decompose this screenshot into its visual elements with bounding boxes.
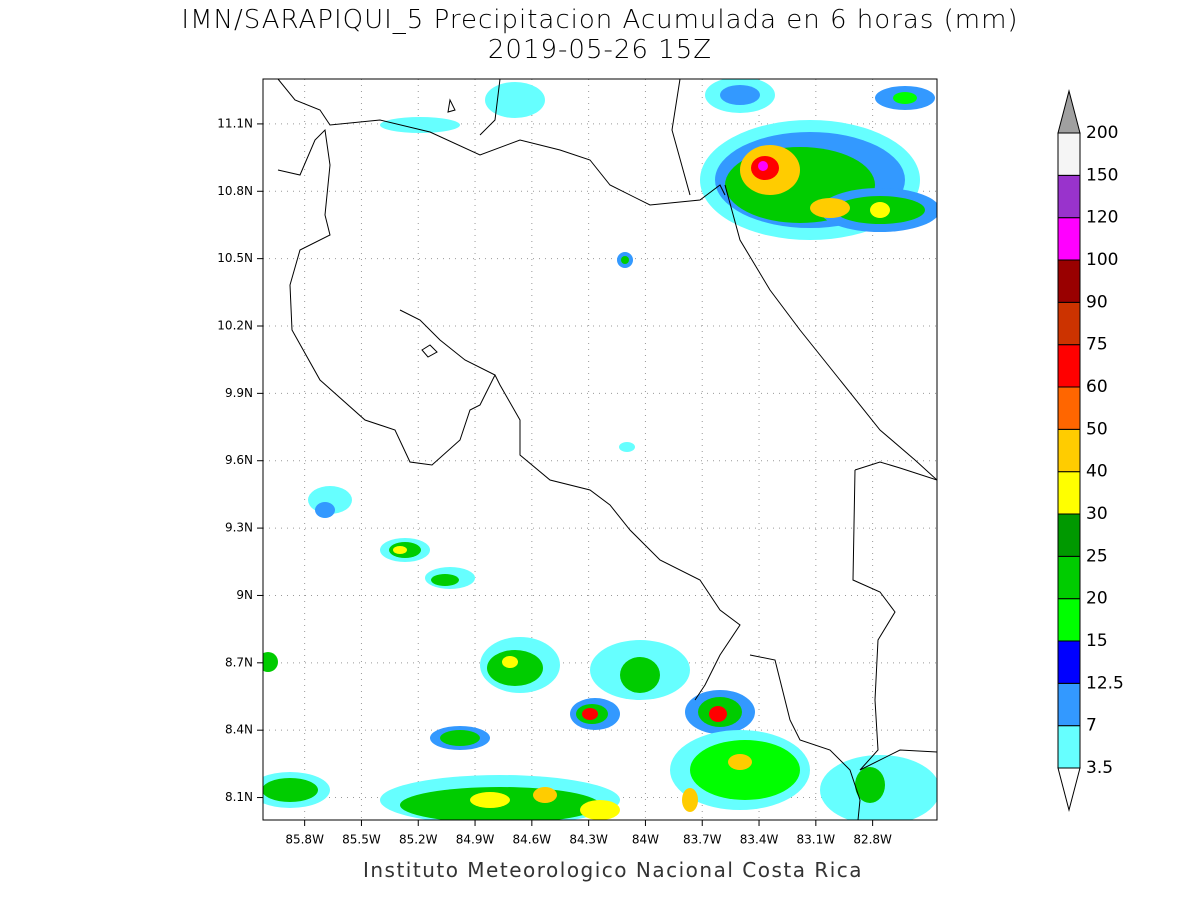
y-tick-label: 8.7N — [225, 655, 253, 669]
y-tick-label: 9.6N — [225, 453, 253, 467]
colorbar-box — [1057, 471, 1081, 515]
colorbar-box — [1057, 259, 1081, 303]
y-tick-label: 9.3N — [225, 521, 253, 535]
colorbar-label: 75 — [1086, 335, 1108, 355]
y-tick-label: 11.1N — [217, 116, 253, 130]
x-tick-label: 85.8W — [285, 833, 324, 847]
colorbar-box — [1057, 640, 1081, 684]
colorbar-box — [1057, 513, 1081, 557]
coastlines — [277, 79, 937, 820]
colorbar-label: 40 — [1086, 462, 1108, 482]
colorbar-label: 7 — [1086, 716, 1097, 736]
y-tick-label: 8.4N — [225, 723, 253, 737]
y-tick-label: 10.2N — [217, 319, 253, 333]
x-tick-label: 84.9W — [456, 833, 495, 847]
colorbar-box — [1057, 132, 1081, 176]
plot-frame — [262, 78, 938, 821]
colorbar-box — [1057, 725, 1081, 769]
colorbar-box — [1057, 555, 1081, 600]
x-tick-label: 84.3W — [569, 833, 608, 847]
axis-ticks: 85.8W 85.5W 85.2W 84.9W 84.6W 84.3W 84W 83.7W 83… — [217, 116, 892, 846]
colorbar-under — [1057, 767, 1081, 812]
colorbar-box — [1057, 428, 1081, 473]
colorbar-label: 50 — [1086, 419, 1108, 439]
colorbar-label: 200 — [1086, 123, 1118, 143]
colorbar-label: 60 — [1086, 377, 1108, 397]
colorbar-label: 3.5 — [1086, 758, 1113, 778]
x-tick-label: 85.2W — [399, 833, 438, 847]
colorbar-label: 120 — [1086, 208, 1118, 228]
subtitle: 2019-05-26 15Z — [488, 35, 712, 65]
colorbar-label: 20 — [1086, 589, 1108, 609]
y-tick-label: 10.8N — [217, 184, 253, 198]
x-tick-label: 85.5W — [342, 833, 381, 847]
precip-field — [263, 79, 937, 820]
colorbar-label: 12.5 — [1086, 673, 1124, 693]
title: IMN/SARAPIQUI_5 Precipitacion Acumulada … — [181, 5, 1018, 35]
x-tick-label: 83.4W — [740, 833, 779, 847]
colorbar: 3.5 7 12.5 15 20 25 30 40 50 60 75 90 100 120 150 200 — [1057, 89, 1124, 812]
colorbar-box — [1057, 217, 1081, 261]
y-tick-label: 8.1N — [225, 790, 253, 804]
x-tick-label: 83.7W — [683, 833, 722, 847]
x-tick-label: 83.1W — [797, 833, 836, 847]
x-tick-label: 82.8W — [853, 833, 892, 847]
colorbar-label: 15 — [1086, 631, 1108, 651]
colorbar-label: 30 — [1086, 504, 1108, 524]
colorbar-label: 150 — [1086, 165, 1118, 185]
colorbar-box — [1057, 386, 1081, 430]
y-tick-label: 9N — [236, 588, 253, 602]
colorbar-box — [1057, 301, 1081, 346]
colorbar-box — [1057, 598, 1081, 642]
colorbar-box — [1057, 344, 1081, 388]
y-tick-label: 9.9N — [225, 386, 253, 400]
colorbar-label: 90 — [1086, 292, 1108, 312]
footer: Instituto Meteorologico Nacional Costa R… — [363, 858, 863, 882]
colorbar-label: 25 — [1086, 546, 1108, 566]
x-tick-label: 84.6W — [513, 833, 552, 847]
x-tick-label: 84W — [632, 833, 659, 847]
colorbar-over — [1057, 89, 1081, 134]
y-tick-label: 10.5N — [217, 251, 253, 265]
colorbar-label: 100 — [1086, 250, 1118, 270]
colorbar-box — [1057, 174, 1081, 219]
colorbar-box — [1057, 682, 1081, 727]
